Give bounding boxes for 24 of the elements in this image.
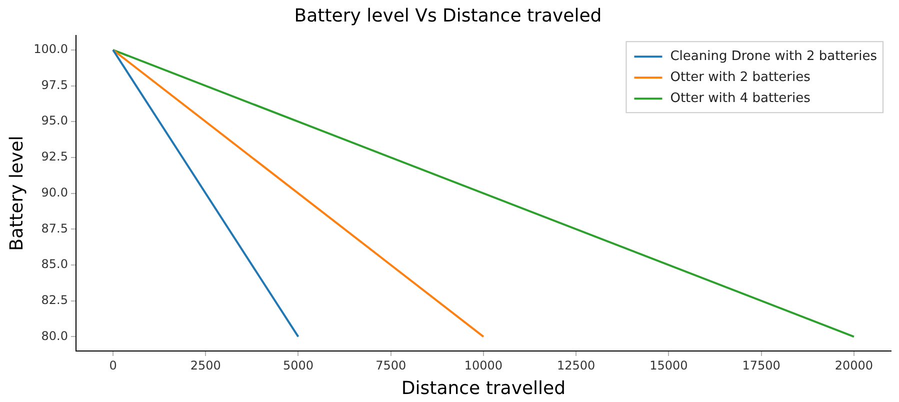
x-tick-label: 20000 (834, 358, 874, 372)
x-tick-label: 10000 (464, 358, 503, 372)
y-tick-label: 82.5 (41, 292, 68, 307)
y-tick-label: 90.0 (41, 185, 68, 200)
x-tick-label: 17500 (742, 358, 780, 372)
x-axis-title: Distance travelled (401, 378, 566, 399)
x-tick-label: 15000 (650, 358, 688, 372)
y-tick-label: 100.0 (34, 42, 68, 56)
x-tick-label: 2500 (190, 358, 221, 372)
legend-label: Otter with 2 batteries (670, 70, 811, 85)
y-axis-title: Battery level (6, 136, 28, 251)
y-tick-label: 95.0 (41, 114, 68, 128)
legend-label: Cleaning Drone with 2 batteries (670, 48, 878, 64)
y-tick-label: 97.5 (41, 78, 68, 92)
chart-title: Battery level Vs Distance traveled (294, 5, 602, 26)
y-tick-label: 80.0 (41, 328, 68, 343)
legend-label: Otter with 4 batteries (670, 90, 811, 106)
y-tick-label: 92.5 (41, 150, 68, 164)
x-tick-label: 7500 (376, 358, 406, 372)
y-tick-label: 85.0 (41, 257, 68, 272)
x-tick-label: 0 (109, 358, 117, 372)
y-tick-label: 87.5 (41, 221, 68, 236)
x-tick-label: 12500 (557, 358, 596, 372)
x-tick-label: 5000 (282, 358, 314, 372)
